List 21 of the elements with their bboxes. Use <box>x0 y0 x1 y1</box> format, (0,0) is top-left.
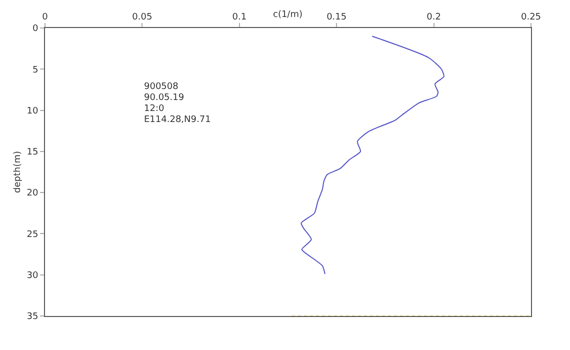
annotation: 900508 <box>144 82 179 92</box>
line-series <box>300 36 444 275</box>
y-tick-label: 25 <box>26 230 38 240</box>
y-tick-label: 30 <box>26 271 38 282</box>
y-tick-label: 15 <box>26 148 38 158</box>
y-axis-title: depth(m) <box>13 151 24 193</box>
annotation: 12:0 <box>144 104 164 114</box>
x-tick-label: 0 <box>42 12 48 22</box>
x-tick-label: 0.1 <box>232 12 247 22</box>
x-tick-label: 0.05 <box>132 12 152 22</box>
y-tick-label: 20 <box>26 188 38 199</box>
x-tick-label: 0.2 <box>426 12 441 22</box>
y-tick-label: 10 <box>26 106 38 116</box>
x-tick-label: 0.15 <box>326 12 347 22</box>
x-axis-title: c(1/m) <box>273 10 302 20</box>
x-tick-label: 0.25 <box>520 12 542 22</box>
y-tick-label: 0 <box>32 24 38 34</box>
annotation: E114.28,N9.71 <box>144 115 211 125</box>
annotation: 90.05.19 <box>144 93 184 103</box>
y-tick-label: 35 <box>26 312 38 322</box>
y-tick-label: 5 <box>32 65 38 76</box>
